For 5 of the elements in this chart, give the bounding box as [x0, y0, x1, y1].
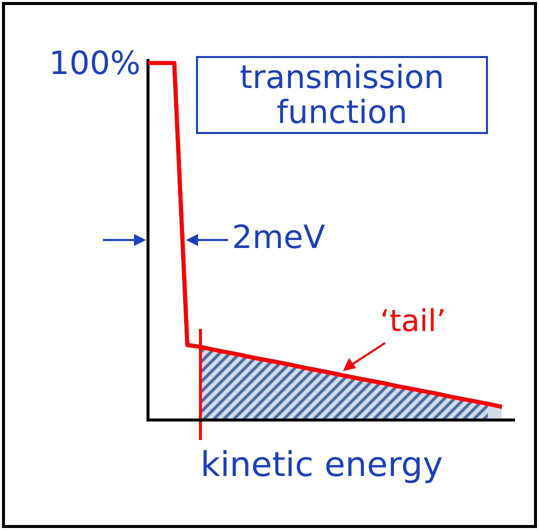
x-axis-title: kinetic energy: [200, 445, 443, 485]
annotation: 2meV: [232, 218, 326, 256]
annotation: ‘tail’: [380, 304, 446, 339]
annotation: transmission function: [196, 56, 488, 134]
text: 100%: [49, 44, 140, 82]
